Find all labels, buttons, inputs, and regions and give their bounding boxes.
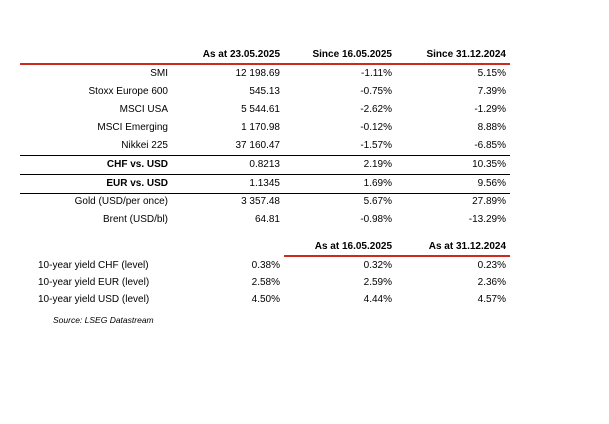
yield-year: 4.57% xyxy=(477,294,506,305)
row-change-year: 10.35% xyxy=(472,159,506,170)
table-row: CHF vs. USD 0.8213 2.19% 10.35% xyxy=(0,156,609,174)
yield-year: 0.23% xyxy=(477,260,506,271)
yield-week: 2.59% xyxy=(363,277,392,288)
row-change-week: 2.19% xyxy=(363,159,392,170)
column-header-as-at: As at 23.05.2025 xyxy=(202,49,280,60)
row-label: Gold (USD/per once) xyxy=(74,196,168,207)
header-divider xyxy=(20,63,510,65)
row-label: MSCI USA xyxy=(119,104,168,115)
row-change-year: -6.85% xyxy=(474,140,506,151)
yield-label: 10-year yield CHF (level) xyxy=(38,260,149,271)
row-value: 0.8213 xyxy=(249,159,280,170)
table-row: EUR vs. USD 1.1345 1.69% 9.56% xyxy=(0,175,609,193)
table-header: As at 23.05.2025 Since 16.05.2025 Since … xyxy=(0,46,609,64)
row-change-year: -13.29% xyxy=(468,214,506,225)
table-row: SMI 12 198.69 -1.11% 5.15% xyxy=(0,65,609,83)
table-row: MSCI USA 5 544.61 -2.62% -1.29% xyxy=(0,101,609,119)
row-value: 5 544.61 xyxy=(241,104,280,115)
table-row: MSCI Emerging 1 170.98 -0.12% 8.88% xyxy=(0,119,609,137)
row-label: CHF vs. USD xyxy=(106,159,168,170)
row-change-week: -0.75% xyxy=(360,86,392,97)
yield-value: 2.58% xyxy=(251,277,280,288)
column-header-since-year: Since 31.12.2024 xyxy=(426,49,506,60)
table-row: Nikkei 225 37 160.47 -1.57% -6.85% xyxy=(0,137,609,155)
yield-label: 10-year yield USD (level) xyxy=(38,294,150,305)
row-change-week: 1.69% xyxy=(363,178,392,189)
row-value: 12 198.69 xyxy=(235,68,281,79)
column-header-as-at-week: As at 16.05.2025 xyxy=(314,241,392,252)
row-value: 3 357.48 xyxy=(241,196,280,207)
yield-row: 10-year yield USD (level) 4.50% 4.44% 4.… xyxy=(0,291,609,309)
row-value: 1.1345 xyxy=(249,178,280,189)
row-change-year: -1.29% xyxy=(474,104,506,115)
yields-header-divider xyxy=(284,255,510,257)
table-row: Stoxx Europe 600 545.13 -0.75% 7.39% xyxy=(0,83,609,101)
yield-week: 4.44% xyxy=(363,294,392,305)
yield-value: 4.50% xyxy=(251,294,280,305)
row-change-year: 9.56% xyxy=(477,178,506,189)
yield-label: 10-year yield EUR (level) xyxy=(38,277,150,288)
row-value: 37 160.47 xyxy=(235,140,281,151)
row-change-week: 5.67% xyxy=(363,196,392,207)
row-label: MSCI Emerging xyxy=(97,122,168,133)
table-row: Brent (USD/bl) 64.81 -0.98% -13.29% xyxy=(0,211,609,229)
row-label: Nikkei 225 xyxy=(121,140,168,151)
row-label: Stoxx Europe 600 xyxy=(88,86,169,97)
row-change-year: 7.39% xyxy=(477,86,506,97)
row-value: 64.81 xyxy=(254,214,280,225)
row-change-year: 8.88% xyxy=(477,122,506,133)
table-row: Gold (USD/per once) 3 357.48 5.67% 27.89… xyxy=(0,193,609,211)
yield-week: 0.32% xyxy=(363,260,392,271)
yield-row: 10-year yield EUR (level) 2.58% 2.59% 2.… xyxy=(0,274,609,292)
section-divider xyxy=(20,174,510,175)
row-change-year: 27.89% xyxy=(472,196,506,207)
section-divider xyxy=(20,155,510,156)
yields-header: As at 16.05.2025 As at 31.12.2024 xyxy=(0,238,609,256)
row-value: 545.13 xyxy=(249,86,280,97)
row-label: SMI xyxy=(150,68,168,79)
yield-year: 2.36% xyxy=(477,277,506,288)
row-label: EUR vs. USD xyxy=(106,178,168,189)
section-divider xyxy=(20,193,510,194)
column-header-as-at-year: As at 31.12.2024 xyxy=(428,241,506,252)
column-header-since-week: Since 16.05.2025 xyxy=(312,49,392,60)
row-change-week: -1.11% xyxy=(361,68,392,79)
row-change-week: -2.62% xyxy=(360,104,392,115)
row-change-week: -0.98% xyxy=(360,214,392,225)
row-change-week: -1.57% xyxy=(360,140,392,151)
row-value: 1 170.98 xyxy=(241,122,280,133)
yield-row: 10-year yield CHF (level) 0.38% 0.32% 0.… xyxy=(0,257,609,275)
row-change-year: 5.15% xyxy=(477,68,506,79)
row-change-week: -0.12% xyxy=(360,122,392,133)
row-label: Brent (USD/bl) xyxy=(102,214,168,225)
source-note: Source: LSEG Datastream xyxy=(53,315,154,325)
yield-value: 0.38% xyxy=(251,260,280,271)
